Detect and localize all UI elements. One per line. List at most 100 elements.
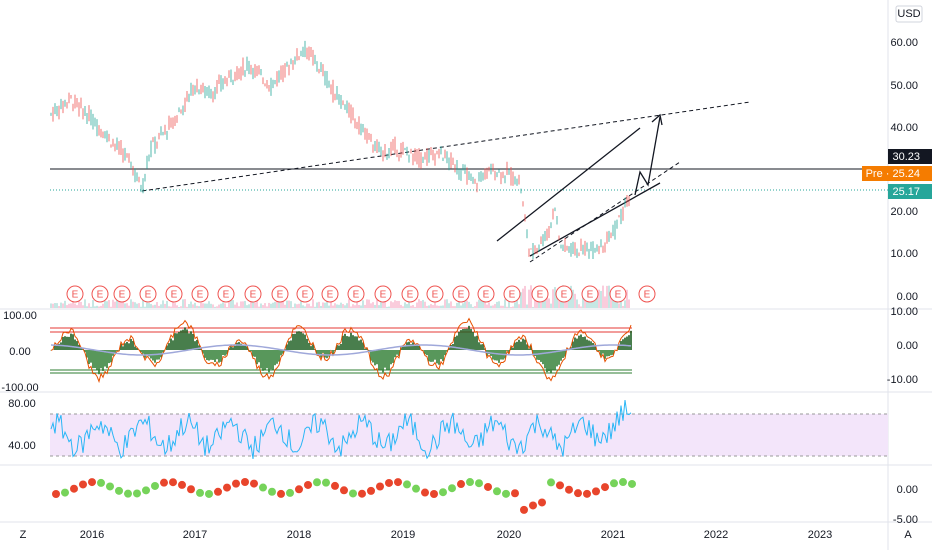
dot xyxy=(511,489,519,498)
dot xyxy=(277,489,285,498)
earnings-circle xyxy=(321,285,339,303)
dot xyxy=(286,488,294,497)
earnings-circle xyxy=(503,285,521,303)
earnings-circle xyxy=(477,285,495,303)
last-price: 30.23 xyxy=(892,151,920,163)
time-tick: 2017 xyxy=(183,529,207,541)
earnings-label: E xyxy=(97,290,104,301)
dot xyxy=(520,505,528,514)
price-tick: 20.00 xyxy=(890,206,918,218)
dot xyxy=(574,489,582,498)
dot xyxy=(547,478,555,487)
earnings-circle xyxy=(244,285,262,303)
dot xyxy=(250,479,258,488)
time-tick: 2023 xyxy=(808,529,832,541)
earnings-label: E xyxy=(537,290,544,301)
earnings-circle xyxy=(374,285,392,303)
dot xyxy=(430,489,438,498)
dot xyxy=(538,498,546,507)
arrow-head xyxy=(651,113,663,126)
projection-arrow xyxy=(634,116,661,196)
earnings-label: E xyxy=(380,290,387,301)
time-tick: 2020 xyxy=(497,529,521,541)
dot xyxy=(124,489,132,498)
earnings-circle xyxy=(452,285,470,303)
dot xyxy=(619,478,627,487)
osc-tick-left: 100.00 xyxy=(3,310,37,322)
time-tick: 2022 xyxy=(704,529,728,541)
dot xyxy=(223,483,231,492)
earnings-circle xyxy=(638,285,656,303)
dot xyxy=(331,481,339,490)
dot xyxy=(601,483,609,492)
dot xyxy=(583,489,591,498)
earnings-circle xyxy=(271,285,289,303)
price-tick: 0.00 xyxy=(897,291,918,303)
time-tick: 2016 xyxy=(80,529,104,541)
earnings-circle xyxy=(191,285,209,303)
dot xyxy=(313,478,321,487)
dot xyxy=(484,482,492,491)
button[interactable]: Z xyxy=(20,529,27,541)
dot xyxy=(610,479,618,488)
dot xyxy=(88,478,96,487)
earnings-label: E xyxy=(171,290,178,301)
osc-tick-left: 0.00 xyxy=(9,346,30,358)
osc-tick-left: -100.00 xyxy=(1,382,38,394)
rsi-line xyxy=(50,400,632,460)
price-tick: 60.00 xyxy=(890,37,918,49)
dot xyxy=(268,487,276,496)
dot xyxy=(214,487,222,496)
close-price-box xyxy=(888,184,932,199)
dot xyxy=(259,483,267,492)
dot xyxy=(70,484,78,493)
dot xyxy=(205,489,213,498)
dot xyxy=(178,480,186,489)
earnings-circle xyxy=(66,285,84,303)
earnings-circle xyxy=(531,285,549,303)
dot-indicator xyxy=(52,478,636,514)
dot xyxy=(556,481,564,490)
channel-line xyxy=(496,127,641,242)
earnings-circle xyxy=(91,285,109,303)
dot-tick: 0.00 xyxy=(897,484,918,496)
rsi-band xyxy=(50,414,888,456)
price-tick: 40.00 xyxy=(890,122,918,134)
earnings-label: E xyxy=(644,290,651,301)
dot xyxy=(340,486,348,495)
dot xyxy=(466,478,474,487)
currency: USD xyxy=(897,8,920,20)
earnings-label: E xyxy=(119,290,126,301)
earnings-label: E xyxy=(587,290,594,301)
earnings-label: E xyxy=(277,290,284,301)
dot xyxy=(61,488,69,497)
dot xyxy=(142,486,150,495)
dot xyxy=(133,489,141,498)
earnings-label: E xyxy=(327,290,334,301)
earnings-label: E xyxy=(72,290,79,301)
dot xyxy=(295,485,303,494)
earnings-label: E xyxy=(197,290,204,301)
osc-tick-right: 0.00 xyxy=(897,340,918,352)
earnings-label: E xyxy=(561,290,568,301)
dot xyxy=(628,479,636,488)
dot xyxy=(394,478,402,487)
osc-signal xyxy=(50,344,632,356)
dot xyxy=(412,484,420,493)
earnings-circle xyxy=(165,285,183,303)
dot xyxy=(385,478,393,487)
dot xyxy=(421,488,429,497)
dot xyxy=(187,485,195,494)
dot xyxy=(367,486,375,495)
dot xyxy=(493,487,501,496)
earnings-circle xyxy=(426,285,444,303)
rsi-tick: 80.00 xyxy=(8,398,36,410)
osc-line xyxy=(50,317,632,384)
earnings-label: E xyxy=(302,290,309,301)
dot xyxy=(160,478,168,487)
osc-tick-right: -10.00 xyxy=(887,374,918,386)
button[interactable]: A xyxy=(904,529,912,541)
